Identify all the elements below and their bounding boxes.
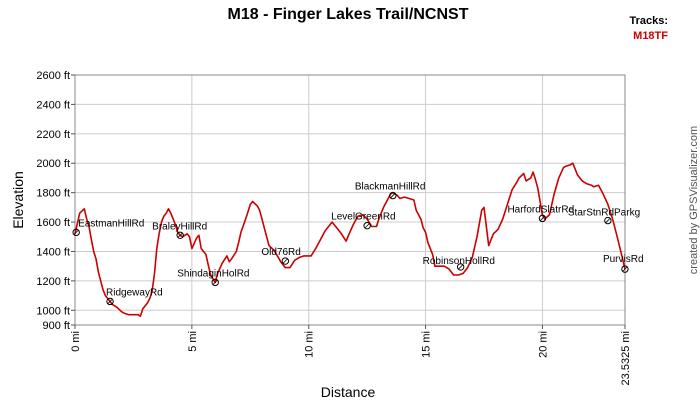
- waypoint-point: [621, 265, 629, 273]
- waypoint-point: [281, 257, 290, 265]
- waypoint-point-slash: [212, 280, 218, 285]
- waypoint-point-slash: [605, 218, 611, 223]
- waypoint-marker: Old76Rd: [261, 247, 301, 265]
- legend-entry-m18tf: M18TF: [633, 30, 668, 42]
- waypoint-point: [176, 231, 184, 239]
- x-tick-label: 23.5325 mi: [620, 331, 632, 385]
- waypoint-label: HarfordSlatrRd: [507, 204, 574, 215]
- credit-text: created by GPSVisualizer.com: [688, 126, 700, 274]
- waypoint-marker: BraleyHillRd: [152, 221, 207, 239]
- y-tick-label: 1600 ft: [36, 217, 70, 229]
- waypoint-label: BraleyHillRd: [152, 221, 207, 232]
- waypoint-marker: HarfordSlatrRd: [507, 204, 574, 223]
- waypoint-point: [363, 222, 371, 230]
- waypoint-point-slash: [283, 258, 288, 264]
- waypoint-marker: EastmanHillRd: [72, 218, 144, 237]
- y-tick-label: 1000 ft: [36, 305, 70, 317]
- x-tick-label: 0 mi: [70, 331, 82, 352]
- x-axis-title: Distance: [321, 384, 376, 400]
- x-tick-label: 20 mi: [537, 331, 549, 358]
- y-tick-label: 2000 ft: [36, 158, 70, 170]
- y-tick-label: 1800 ft: [36, 188, 70, 200]
- waypoint-label: ShindaginHolRd: [177, 268, 249, 279]
- y-axis-ticks: 900 ft 1000 ft 1200 ft 1400 ft 1600 ft 1800 f…: [36, 70, 75, 332]
- chart-title: M18 - Finger Lakes Trail/NCNST: [228, 6, 469, 23]
- waypoint-point: [604, 216, 612, 225]
- waypoint-marker: LevelGreenRd: [331, 212, 396, 230]
- waypoint-point: [456, 263, 465, 271]
- y-tick-label: 2200 ft: [36, 129, 70, 141]
- waypoint-point-slash: [458, 264, 463, 270]
- y-tick-label: 900 ft: [42, 320, 70, 332]
- waypoint-marker: RidgewayRd: [106, 287, 163, 306]
- waypoint-point: [538, 214, 547, 223]
- waypoint-label: RidgewayRd: [106, 287, 163, 298]
- waypoint-point: [389, 191, 397, 200]
- waypoint-marker: ShindaginHolRd: [177, 268, 250, 287]
- y-tick-label: 1400 ft: [36, 246, 70, 258]
- waypoint-label: LevelGreenRd: [331, 212, 395, 223]
- y-tick-label: 2400 ft: [36, 99, 70, 111]
- waypoint-label: PurvisRd: [603, 254, 644, 265]
- waypoint-point-slash: [107, 299, 113, 304]
- series-line-m18tf: [74, 162, 626, 317]
- waypoint-label: EastmanHillRd: [78, 218, 144, 229]
- x-tick-label: 15 mi: [421, 331, 433, 358]
- waypoint-label: Old76Rd: [261, 247, 300, 258]
- x-axis-ticks: 0 mi 5 mi 10 mi 15 mi 20 mi 23.5325 mi: [70, 325, 632, 385]
- waypoint-point-slash: [177, 233, 183, 238]
- waypoint-marker: RobinsonHollRd: [423, 256, 495, 271]
- waypoint-point-slash: [540, 216, 545, 221]
- waypoint-point-slash: [364, 223, 370, 229]
- waypoint-point: [211, 278, 219, 287]
- waypoint-label: StarStnRdParkg: [568, 208, 640, 219]
- waypoint-marker: PurvisRd: [603, 254, 644, 273]
- waypoint-point-slash: [390, 193, 396, 198]
- waypoint-label: RobinsonHollRd: [423, 256, 495, 267]
- waypoint-point: [106, 297, 114, 306]
- waypoints: EastmanHillRd RidgewayRd BraleyHillRd Shind…: [72, 182, 644, 306]
- plot-frame: [74, 74, 626, 326]
- waypoint-point-slash: [622, 266, 628, 272]
- y-tick-label: 2600 ft: [36, 70, 70, 82]
- x-tick-label: 10 mi: [304, 331, 316, 358]
- legend-heading: Tracks:: [629, 15, 668, 27]
- waypoint-point-slash: [73, 230, 79, 235]
- y-axis-title: Elevation: [10, 171, 26, 229]
- waypoint-marker: StarStnRdParkg: [568, 208, 640, 225]
- waypoint-point: [72, 228, 80, 237]
- y-tick-label: 1200 ft: [36, 276, 70, 288]
- x-tick-label: 5 mi: [187, 331, 199, 352]
- waypoint-marker: BlackmanHillRd: [355, 182, 426, 200]
- waypoint-label: BlackmanHillRd: [355, 182, 426, 193]
